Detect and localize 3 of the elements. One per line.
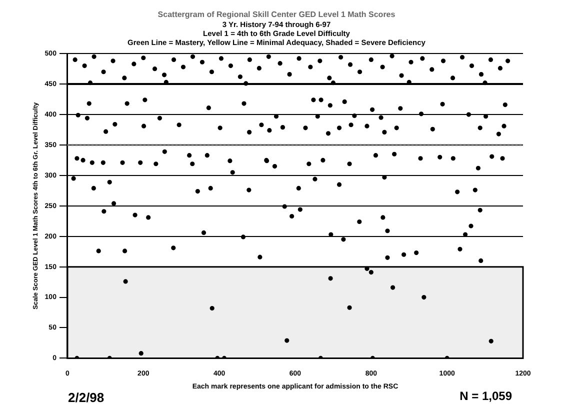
- text: 2/2/98: [68, 390, 104, 405]
- chart-title: Scattergram of Regional Skill Center GED Level 1 Math Scores: [158, 10, 396, 20]
- text: N = 1,059: [460, 389, 512, 403]
